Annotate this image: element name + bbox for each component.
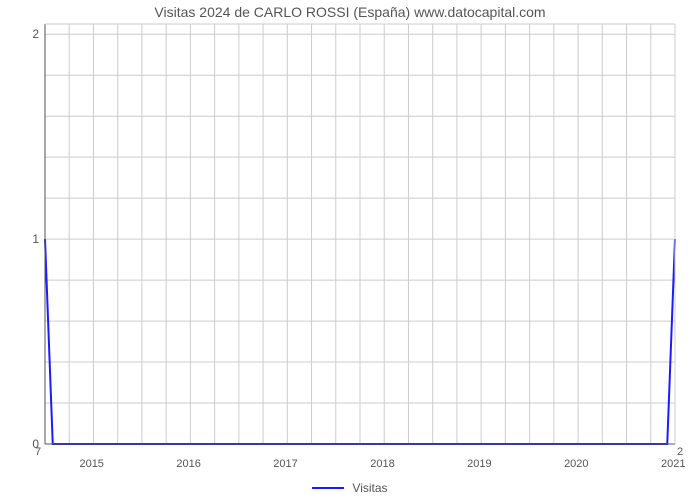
y-tick-label: 2	[32, 27, 39, 41]
corner-label-right: 2	[677, 446, 683, 458]
y-tick-label: 1	[32, 232, 39, 246]
legend-line	[312, 487, 344, 489]
chart-svg	[0, 0, 700, 500]
x-tick-label: 2020	[564, 458, 588, 470]
legend-label: Visitas	[352, 481, 387, 495]
legend: Visitas	[0, 478, 700, 495]
x-tick-label: 2019	[467, 458, 491, 470]
x-tick-label: 2017	[273, 458, 297, 470]
corner-label-left: 7	[35, 446, 41, 458]
x-tick-label: 2016	[176, 458, 200, 470]
x-tick-label: 2018	[370, 458, 394, 470]
x-tick-label: 2021	[661, 458, 685, 470]
x-tick-label: 2015	[79, 458, 103, 470]
